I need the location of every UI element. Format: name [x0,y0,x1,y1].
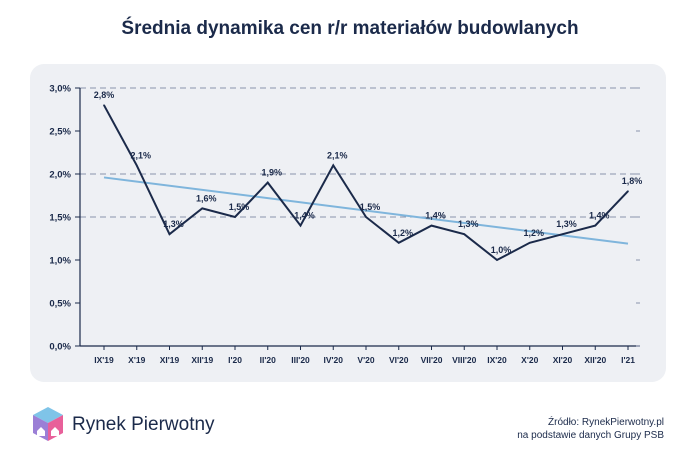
data-label: 1,4% [589,211,610,221]
house-cube-icon [33,407,63,441]
data-label: 1,6% [196,193,217,203]
data-label: 1,5% [360,202,381,212]
data-label: 2,1% [130,150,151,160]
data-label: 2,1% [327,150,348,160]
data-label: 1,4% [294,211,315,221]
data-label: 1,4% [425,211,446,221]
y-tick-label: 3,0% [49,84,71,95]
x-tick-label: IX'20 [487,355,507,365]
data-point [201,207,204,210]
chart-panel [30,64,666,382]
data-point [561,233,564,235]
y-tick-label: 2,0% [49,170,71,181]
y-tick-label: 1,5% [49,213,71,224]
data-label: 1,8% [622,176,643,186]
x-tick-label: XI'20 [553,355,573,365]
data-label: 1,3% [163,219,184,229]
data-point [332,164,335,167]
data-point [168,233,171,235]
trend-line [103,176,629,245]
data-label: 2,8% [94,90,115,100]
source-line-2: na podstawie danych Grupy PSB [517,430,664,441]
data-label: 1,5% [229,202,250,212]
data-label: 1,2% [523,228,544,238]
data-point [299,224,302,227]
data-point [135,164,138,167]
data-series-line [103,104,629,262]
data-point [266,181,269,184]
data-point [627,190,629,192]
x-tick-label: X'20 [521,355,538,365]
data-point [430,224,433,227]
x-tick-label: X'19 [128,355,145,365]
brand-name: Rynek Pierwotny [72,414,215,435]
x-tick-label: XII'19 [191,355,213,365]
x-tick-label: VII'20 [421,355,443,365]
x-tick-label: I'21 [621,355,635,365]
x-tick-label: II'20 [260,355,276,365]
source-note: Źródło: RynekPierwotny.pl na podstawie d… [517,416,664,442]
x-tick-label: IV'20 [323,355,343,365]
y-tick-label: 0,5% [49,299,71,310]
data-label: 1,0% [491,245,512,255]
data-point [397,242,400,244]
chart-title: Średnia dynamika cen r/r materiałów budo… [121,18,579,39]
data-point [463,233,466,235]
x-tick-label: I'20 [228,355,242,365]
x-tick-label: VIII'20 [452,355,477,365]
data-label: 1,9% [261,168,282,178]
data-label: 1,3% [556,219,577,229]
x-tick-label: IX'19 [94,355,114,365]
x-tick-label: XII'20 [584,355,606,365]
x-tick-label: VI'20 [389,355,409,365]
data-point [594,224,597,227]
y-tick-label: 0,0% [49,342,71,353]
data-point [365,216,367,218]
data-label: 1,3% [458,219,479,229]
x-tick-label: XI'19 [160,355,180,365]
data-point [234,216,236,218]
data-label: 1,2% [392,228,413,238]
brand-logo: Rynek Pierwotny [28,404,248,444]
y-tick-label: 1,0% [49,256,71,267]
x-tick-label: III'20 [291,355,310,365]
data-point [528,242,531,244]
x-tick-label: V'20 [357,355,374,365]
source-line-1: Źródło: RynekPierwotny.pl [548,417,664,428]
y-tick-label: 2,5% [49,127,71,138]
data-point [496,259,498,261]
data-point [103,104,105,106]
